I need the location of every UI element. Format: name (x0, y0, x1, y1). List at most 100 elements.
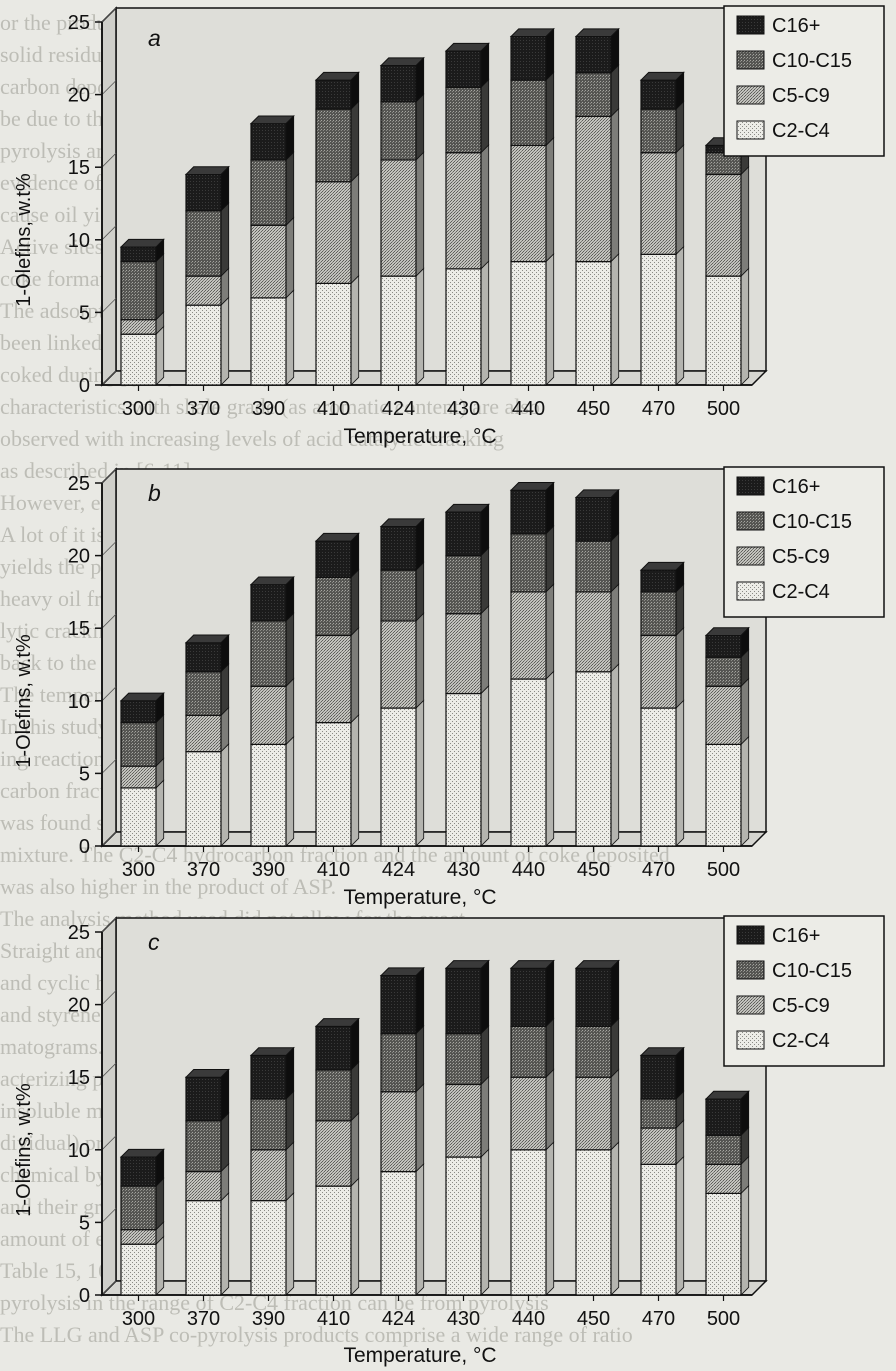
bar-segment-face (575, 967, 612, 1027)
bar-segment-side (675, 144, 685, 256)
y-tick-guide (101, 1062, 117, 1078)
bar-top (314, 1018, 360, 1027)
y-tick-label: 20 (68, 85, 90, 107)
bar-segment-c2-c4 (380, 1162, 425, 1296)
bar-segment-c10-c15 (380, 561, 425, 622)
bar-segment-c5-c9 (185, 267, 230, 307)
bar-segment-c16 (120, 692, 165, 724)
bar-segment-c10-c15 (250, 612, 295, 688)
bar-segment-c2-c4 (120, 325, 165, 386)
bar-segment-face (510, 489, 547, 535)
bar-segment-side (415, 1024, 425, 1093)
bar-stack (314, 532, 360, 847)
bar-segment-face (250, 1098, 287, 1151)
bar-segment-face (380, 64, 417, 103)
legend-label-c16: C16+ (772, 925, 820, 947)
legend-swatch-c10-c15 (736, 50, 765, 70)
bar-segment-face (445, 613, 482, 695)
bar-segment-face (120, 787, 157, 847)
x-tick-label: 300 (122, 398, 155, 420)
x-tick-label: 390 (252, 398, 285, 420)
bar-segment-side (415, 93, 425, 161)
bar-segment-face (250, 1149, 287, 1202)
bar-segment-side (285, 289, 295, 386)
bar-segment-side (220, 1112, 230, 1173)
x-tick-label: 430 (447, 859, 480, 881)
bar-segment-face (250, 123, 287, 161)
bar-segment-c10-c15 (185, 1112, 230, 1173)
bar-segment-face (640, 707, 677, 847)
bar-segment-side (545, 1017, 555, 1079)
bar-segment-c16 (380, 56, 425, 103)
bar-segment-face (380, 275, 417, 386)
bar-segment-face (640, 152, 677, 255)
bar-stack (444, 503, 490, 847)
bar-segment-face (250, 1054, 287, 1100)
bar-segment-c16 (315, 1017, 360, 1071)
bar-segment-face (315, 282, 352, 386)
bar-segment-face (510, 35, 547, 81)
x-tick-label: 470 (642, 859, 675, 881)
bar-segment-side (545, 252, 555, 386)
bar-segment-side (350, 626, 360, 724)
bar-segment-side (610, 663, 620, 847)
bar-top (184, 1069, 230, 1078)
bar-segment-face (185, 642, 222, 673)
bar-segment-c10-c15 (640, 100, 685, 154)
y-tick-guide (101, 7, 117, 23)
bar-segment-side (285, 216, 295, 299)
bar-segment-face (640, 108, 677, 154)
y-tick-guide (101, 759, 117, 774)
bar-segment-c5-c9 (705, 165, 750, 278)
bar-segment-face (575, 35, 612, 74)
bar-segment-face (315, 1185, 352, 1296)
bar-segment-side (545, 1068, 555, 1151)
bar-stack (379, 966, 425, 1296)
y-tick-label: 25 (68, 922, 90, 944)
bar-segment-side (480, 1024, 490, 1086)
bar-stack (509, 27, 555, 386)
legend-swatch-c10-c15 (736, 511, 765, 531)
bar-segment-c2-c4 (575, 252, 620, 386)
bar-stack (704, 1090, 750, 1296)
bar-segment-side (610, 488, 620, 543)
bar-segment-face (380, 707, 417, 847)
bar-segment-face (445, 1083, 482, 1158)
x-tick-label: 440 (512, 1308, 545, 1330)
bar-stack (379, 517, 425, 847)
y-tick-label: 5 (79, 1212, 90, 1234)
legend-swatch-c2-c4 (736, 1030, 765, 1050)
bar-segment-c16 (315, 532, 360, 579)
y-tick-label: 15 (68, 618, 90, 640)
bar-segment-side (545, 525, 555, 593)
bar-segment-face (120, 333, 157, 386)
bar-top (704, 1090, 750, 1100)
bar-segment-face (705, 1163, 742, 1194)
bar-segment-c16 (510, 481, 555, 535)
bar-stack (574, 959, 620, 1296)
bar-segment-c2-c4 (575, 663, 620, 847)
bar-segment-c2-c4 (315, 713, 360, 847)
bar-segment-face (575, 72, 612, 117)
bar-segment-side (545, 1141, 555, 1296)
bar-segment-side (285, 151, 295, 227)
bar-segment-side (610, 252, 620, 386)
y-tick-guide (101, 917, 117, 933)
y-tick-guide (101, 1280, 117, 1296)
bar-segment-c2-c4 (510, 1141, 555, 1296)
bar-top (509, 960, 555, 969)
bar-segment-side (415, 561, 425, 622)
bar-segment-face (185, 210, 222, 277)
bar-segment-face (640, 1163, 677, 1296)
bar-segment-face (380, 159, 417, 277)
bar-segment-face (575, 671, 612, 847)
bar-segment-c5-c9 (510, 1068, 555, 1151)
bar-segment-face (510, 260, 547, 386)
bar-segment-side (480, 144, 490, 270)
bar-segment-c16 (445, 42, 490, 89)
bar-segment-side (285, 612, 295, 688)
bar-segment-side (740, 735, 750, 847)
bar-segment-face (575, 591, 612, 673)
bar-segment-side (220, 296, 230, 386)
